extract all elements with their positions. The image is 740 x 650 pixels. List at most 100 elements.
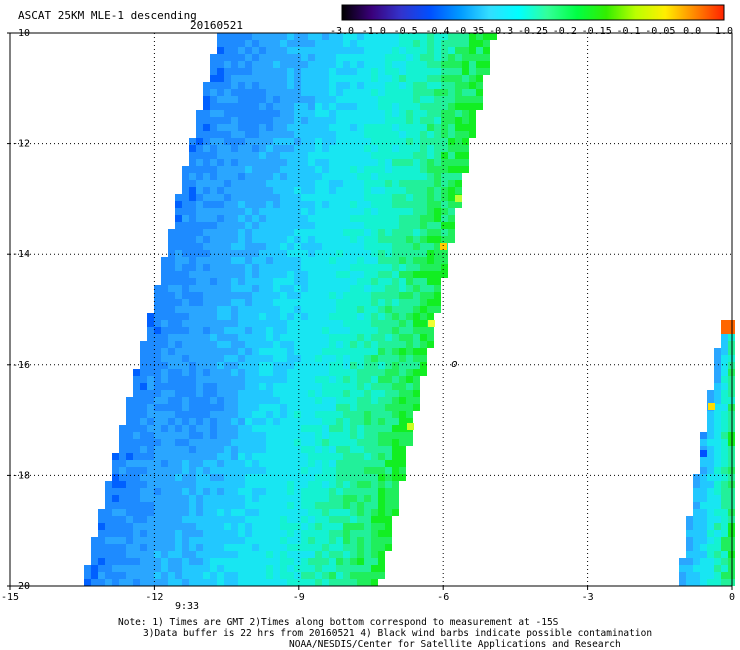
swath-cell (126, 558, 133, 565)
swath-cell (231, 467, 238, 474)
swath-cell (427, 285, 434, 292)
swath-cell (266, 250, 273, 257)
swath-cell (364, 348, 371, 355)
swath-cell (294, 243, 301, 250)
swath-cell (217, 89, 224, 96)
swath-cell (196, 313, 203, 320)
swath-cell (427, 145, 434, 152)
swath-cell (336, 229, 343, 236)
swath-cell (196, 516, 203, 523)
swath-cell (196, 383, 203, 390)
swath-cell (315, 530, 322, 537)
swath-cell (182, 411, 189, 418)
swath-cell (112, 516, 119, 523)
swath-cell (203, 495, 210, 502)
swath-cell (126, 516, 133, 523)
swath-cell (420, 327, 427, 334)
swath-cell (399, 75, 406, 82)
swath-cell (238, 383, 245, 390)
swath-cell (238, 292, 245, 299)
swath-cell (301, 103, 308, 110)
swath-cell (210, 516, 217, 523)
swath-cell (168, 481, 175, 488)
swath-cell (406, 215, 413, 222)
swath-cell (140, 537, 147, 544)
swath-cell (189, 432, 196, 439)
swath-cell (168, 243, 175, 250)
swath-cell (350, 313, 357, 320)
swath-cell (420, 166, 427, 173)
swath-cell (707, 516, 714, 523)
swath-cell (434, 166, 441, 173)
swath-cell (175, 509, 182, 516)
swath-cell (245, 208, 252, 215)
swath-cell (721, 327, 728, 334)
swath-cell (161, 551, 168, 558)
swath-cell (161, 439, 168, 446)
swath-cell (154, 299, 161, 306)
swath-cell (364, 411, 371, 418)
swath-cell (266, 117, 273, 124)
swath-cell (357, 117, 364, 124)
swath-cell (329, 215, 336, 222)
swath-cell (210, 299, 217, 306)
swath-cell (217, 47, 224, 54)
swath-cell (154, 383, 161, 390)
swath-cell (308, 439, 315, 446)
time-label: 9:33 (175, 601, 199, 612)
swath-cell (301, 516, 308, 523)
swath-cell (406, 194, 413, 201)
swath-cell (721, 432, 728, 439)
swath-cell (406, 96, 413, 103)
swath-cell (406, 166, 413, 173)
swath-cell (301, 264, 308, 271)
swath-cell (693, 481, 700, 488)
swath-cell (294, 180, 301, 187)
swath-cell (476, 68, 483, 75)
swath-cell (280, 551, 287, 558)
swath-cell (707, 432, 714, 439)
swath-cell (224, 47, 231, 54)
swath-cell (434, 208, 441, 215)
swath-cell (336, 124, 343, 131)
swath-cell (350, 495, 357, 502)
swath-cell (231, 166, 238, 173)
swath-cell (413, 145, 420, 152)
swath-cell (119, 481, 126, 488)
swath-cell (217, 243, 224, 250)
swath-cell (364, 362, 371, 369)
swath-cell (217, 390, 224, 397)
swath-cell (252, 516, 259, 523)
swath-cell (280, 89, 287, 96)
swath-cell (280, 194, 287, 201)
swath-cell (455, 124, 462, 131)
swath-cell (182, 537, 189, 544)
swath-cell (385, 152, 392, 159)
swath-cell (322, 138, 329, 145)
swath-cell (266, 341, 273, 348)
swath-cell (196, 446, 203, 453)
swath-cell (287, 299, 294, 306)
swath-cell (259, 271, 266, 278)
swath-cell (266, 201, 273, 208)
swath-cell (238, 474, 245, 481)
swath-cell (707, 446, 714, 453)
swath-cell (721, 481, 728, 488)
swath-cell (343, 551, 350, 558)
swath-cell (133, 551, 140, 558)
swath-cell (350, 68, 357, 75)
swath-cell (168, 320, 175, 327)
swath-cell (392, 390, 399, 397)
swath-cell (434, 54, 441, 61)
swath-cell (315, 439, 322, 446)
swath-cell (343, 474, 350, 481)
swath-cell (350, 152, 357, 159)
swath-cell (336, 397, 343, 404)
swath-cell (420, 285, 427, 292)
swath-cell (357, 439, 364, 446)
swath-cell (273, 103, 280, 110)
swath-cell (168, 572, 175, 579)
swath-cell (238, 145, 245, 152)
swath-cell (357, 180, 364, 187)
swath-cell (273, 33, 280, 40)
